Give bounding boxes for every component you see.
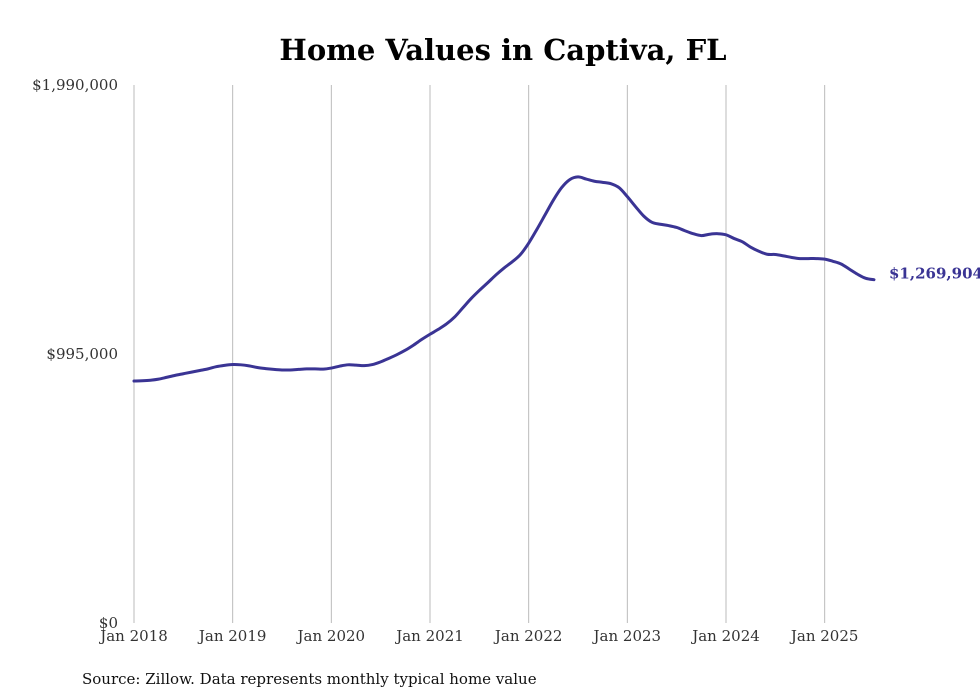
x-tick-label: Jan 2018	[98, 627, 168, 645]
y-axis-tick-labels: $0 $995,000 $1,990,000	[32, 76, 118, 632]
y-tick-label: $995,000	[46, 345, 118, 363]
x-tick-label: Jan 2019	[197, 627, 267, 645]
chart-title: Home Values in Captiva, FL	[279, 33, 726, 67]
x-tick-label: Jan 2023	[592, 627, 662, 645]
x-tick-label: Jan 2024	[690, 627, 760, 645]
latest-value-label: $1,269,904	[889, 265, 980, 283]
vertical-grid-lines	[133, 85, 826, 623]
x-tick-label: Jan 2022	[493, 627, 563, 645]
x-tick-label: Jan 2021	[394, 627, 464, 645]
x-axis-tick-labels: Jan 2018 Jan 2019 Jan 2020 Jan 2021 Jan 2022…	[98, 627, 858, 645]
y-tick-label: $0	[99, 614, 118, 632]
x-tick-label: Jan 2025	[789, 627, 859, 645]
home-value-series-line	[132, 175, 876, 383]
x-tick-label: Jan 2020	[296, 627, 366, 645]
y-tick-label: $1,990,000	[32, 76, 118, 94]
source-note: Source: Zillow. Data represents monthly …	[82, 670, 537, 688]
